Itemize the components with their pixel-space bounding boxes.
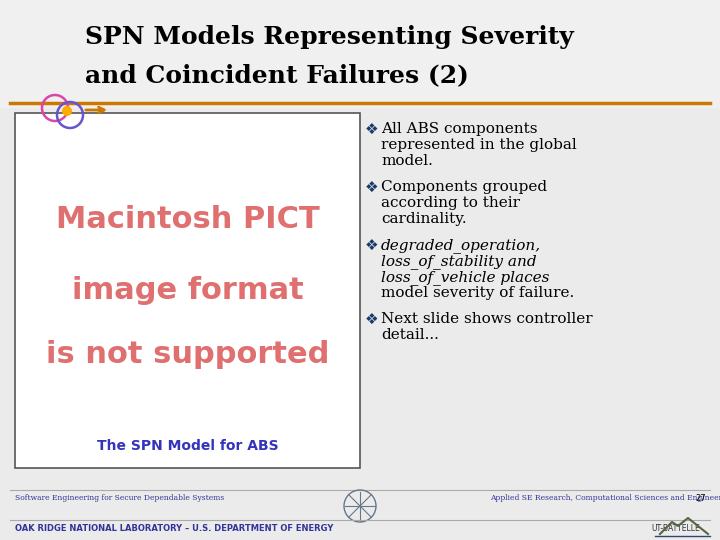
Text: The SPN Model for ABS: The SPN Model for ABS [96, 439, 279, 453]
Bar [0, 0, 720, 108]
Text: ❖: ❖ [365, 180, 379, 195]
Text: and Coincident Failures (2): and Coincident Failures (2) [85, 63, 469, 87]
Text: Macintosh PICT: Macintosh PICT [55, 205, 320, 234]
Text: OAK RIDGE NATIONAL LABORATORY – U.S. DEPARTMENT OF ENERGY: OAK RIDGE NATIONAL LABORATORY – U.S. DEP… [15, 524, 333, 533]
Text: ❖: ❖ [365, 122, 379, 137]
Bar [15, 113, 360, 468]
Text: loss_of_stability and: loss_of_stability and [381, 254, 536, 269]
Text: represented in the global: represented in the global [381, 138, 577, 152]
Text: SPN Models Representing Severity: SPN Models Representing Severity [85, 25, 574, 49]
Text: detail...: detail... [381, 328, 439, 342]
Text: UT-BATTELLE: UT-BATTELLE [652, 524, 700, 533]
Text: Components grouped: Components grouped [381, 180, 547, 194]
Text: model severity of failure.: model severity of failure. [381, 286, 575, 300]
Text: loss_of_vehicle places: loss_of_vehicle places [381, 270, 549, 285]
Text: is not supported: is not supported [46, 340, 329, 369]
Text: model.: model. [381, 154, 433, 168]
Circle shape [62, 106, 72, 116]
Text: 27: 27 [696, 494, 706, 503]
Text: according to their: according to their [381, 196, 520, 210]
Text: Applied SE Research, Computational Sciences and Engineering Division: Applied SE Research, Computational Scien… [490, 494, 720, 502]
Text: Software Engineering for Secure Dependable Systems: Software Engineering for Secure Dependab… [15, 494, 224, 502]
Text: All ABS components: All ABS components [381, 122, 538, 136]
Text: ❖: ❖ [365, 238, 379, 253]
Text: cardinality.: cardinality. [381, 212, 467, 226]
Text: ❖: ❖ [365, 312, 379, 327]
Text: image format: image format [71, 276, 303, 305]
Text: degraded_operation,: degraded_operation, [381, 238, 541, 253]
Text: Next slide shows controller: Next slide shows controller [381, 312, 593, 326]
